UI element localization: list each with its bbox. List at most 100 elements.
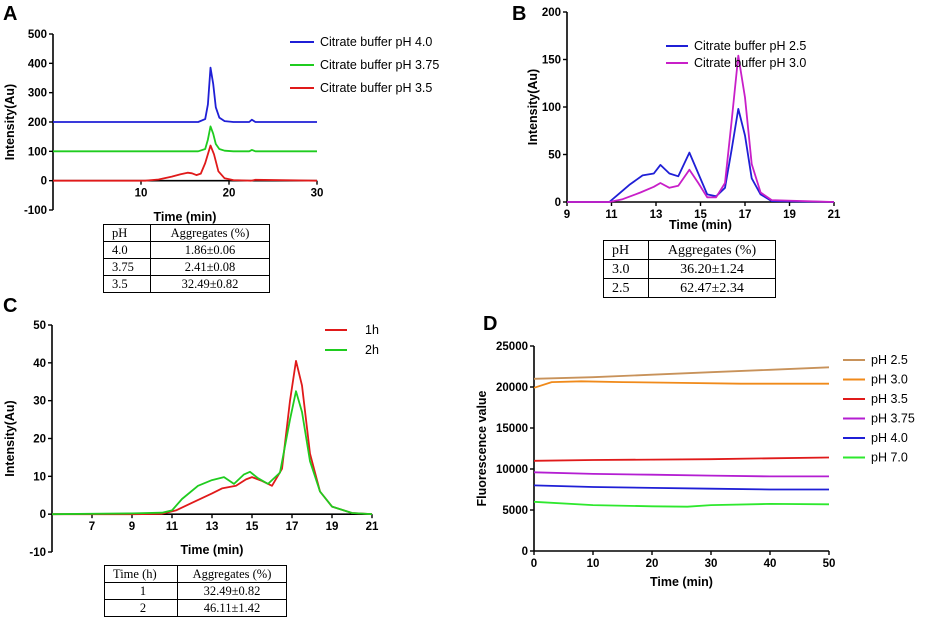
table-cell: 46.11±1.42 [177,599,287,617]
legend-label-d: pH 7.0 [871,451,908,465]
series-line-c-0 [52,359,373,516]
panel-label-a: A [3,3,17,25]
x-tick-label-b: 17 [739,209,752,221]
table-cell: 1 [104,582,178,600]
y-axis-title-c: Intensity(Au) [3,400,17,476]
table-row: 3.0 36.20±1.24 [603,259,776,279]
x-axis-title-b: Time (min) [669,218,732,232]
y-tick-label-c: -10 [29,547,46,559]
x-tick-label-c: 9 [129,521,135,533]
y-tick-label-c: 0 [40,509,46,521]
legend-label-d: pH 3.5 [871,392,908,406]
series-line-d-4 [533,484,829,491]
y-tick-label-b: 0 [555,197,561,209]
legend-label-d: pH 3.75 [871,412,915,426]
y-tick-label-b: 200 [542,7,561,19]
table-b: pH Aggregates (%) 3.0 36.20±1.24 2.5 62.… [603,240,776,298]
legend-label-b: Citrate buffer pH 2.5 [694,39,806,53]
table-cell: 32.49±0.82 [150,275,270,293]
series-line-a-1 [53,125,317,153]
table-cell: 1.86±0.06 [150,241,270,259]
x-tick-label-d: 40 [764,558,777,570]
table-cell: 3.0 [603,259,649,279]
y-tick-label-d: 5000 [502,505,528,517]
table-cell: 62.47±2.34 [648,278,776,298]
y-tick-label-a: 300 [28,88,47,100]
panel-label-b: B [512,3,526,25]
x-tick-label-c: 11 [166,521,179,533]
table-cell: 36.20±1.24 [648,259,776,279]
table-c: Time (h) Aggregates (%) 1 32.49±0.82 2 4… [104,565,287,617]
x-tick-label-c: 17 [286,521,299,533]
x-tick-label-c: 21 [366,521,379,533]
panel-label-c: C [3,295,17,317]
table-cell: 3.5 [103,275,151,293]
x-tick-label-d: 0 [531,558,537,570]
table-a: pH Aggregates (%) 4.0 1.86±0.06 3.75 2.4… [103,224,270,293]
legend-label-a: Citrate buffer pH 3.5 [320,81,432,95]
table-row: 4.0 1.86±0.06 [103,241,270,259]
table-cell: 2.41±0.08 [150,258,270,276]
legend-label-a: Citrate buffer pH 3.75 [320,58,439,72]
x-tick-label-d: 30 [705,558,718,570]
y-tick-label-b: 100 [542,102,561,114]
table-cell: 2 [104,599,178,617]
x-tick-label-d: 50 [823,558,836,570]
y-tick-label-d: 10000 [496,464,528,476]
series-line-d-2 [533,456,830,462]
legend-label-d: pH 3.0 [871,373,908,387]
panel-label-d: D [483,313,497,335]
y-tick-label-a: 0 [41,176,47,188]
y-tick-label-c: 10 [33,471,46,483]
series-line-c-1 [51,390,373,516]
y-tick-label-c: 30 [33,396,46,408]
x-tick-label-b: 13 [650,209,663,221]
table-c-header-time: Time (h) [104,565,178,583]
x-axis-title-d: Time (min) [650,575,713,589]
x-tick-label-c: 19 [326,521,339,533]
y-tick-label-d: 25000 [496,341,528,353]
y-tick-label-a: -100 [24,205,47,217]
y-tick-label-b: 50 [548,150,561,162]
y-tick-label-a: 100 [28,146,47,158]
series-line-a-0 [53,66,317,123]
y-tick-label-c: 50 [33,320,46,332]
x-tick-label-a: 30 [311,188,324,200]
legend-label-c: 2h [365,343,379,357]
legend-label-b: Citrate buffer pH 3.0 [694,56,806,70]
legend-label-c: 1h [365,323,379,337]
x-tick-label-b: 21 [828,209,841,221]
y-tick-label-c: 40 [33,358,46,370]
y-tick-label-a: 400 [28,58,47,70]
x-tick-label-a: 10 [135,188,148,200]
y-tick-label-a: 200 [28,117,47,129]
table-row: 3.5 32.49±0.82 [103,275,270,293]
table-cell: 4.0 [103,241,151,259]
table-row: 2.5 62.47±2.34 [603,278,776,298]
x-tick-label-c: 7 [89,521,95,533]
x-tick-label-b: 9 [564,209,570,221]
y-tick-label-b: 150 [542,55,561,67]
x-tick-label-c: 13 [206,521,219,533]
series-line-d-3 [533,471,829,478]
x-tick-label-c: 15 [246,521,259,533]
table-b-header-ph: pH [603,240,649,260]
series-line-d-5 [533,500,830,508]
y-tick-label-d: 15000 [496,423,528,435]
x-tick-label-d: 20 [646,558,659,570]
legend-label-d: pH 2.5 [871,353,908,367]
x-axis-title-c: Time (min) [181,543,244,557]
y-axis-title-d: Fluorescence value [475,390,489,506]
table-c-header-aggregates: Aggregates (%) [177,565,287,583]
table-cell: 3.75 [103,258,151,276]
x-tick-label-b: 11 [605,209,618,221]
table-row: 2 46.11±1.42 [104,599,287,617]
series-line-d-0 [533,366,830,380]
table-cell: 32.49±0.82 [177,582,287,600]
table-row: 1 32.49±0.82 [104,582,287,600]
y-axis-title-b: Intensity(Au) [526,69,540,145]
series-line-a-2 [53,144,318,182]
y-axis-title-a: Intensity(Au) [3,84,17,160]
legend-label-d: pH 4.0 [871,431,908,445]
